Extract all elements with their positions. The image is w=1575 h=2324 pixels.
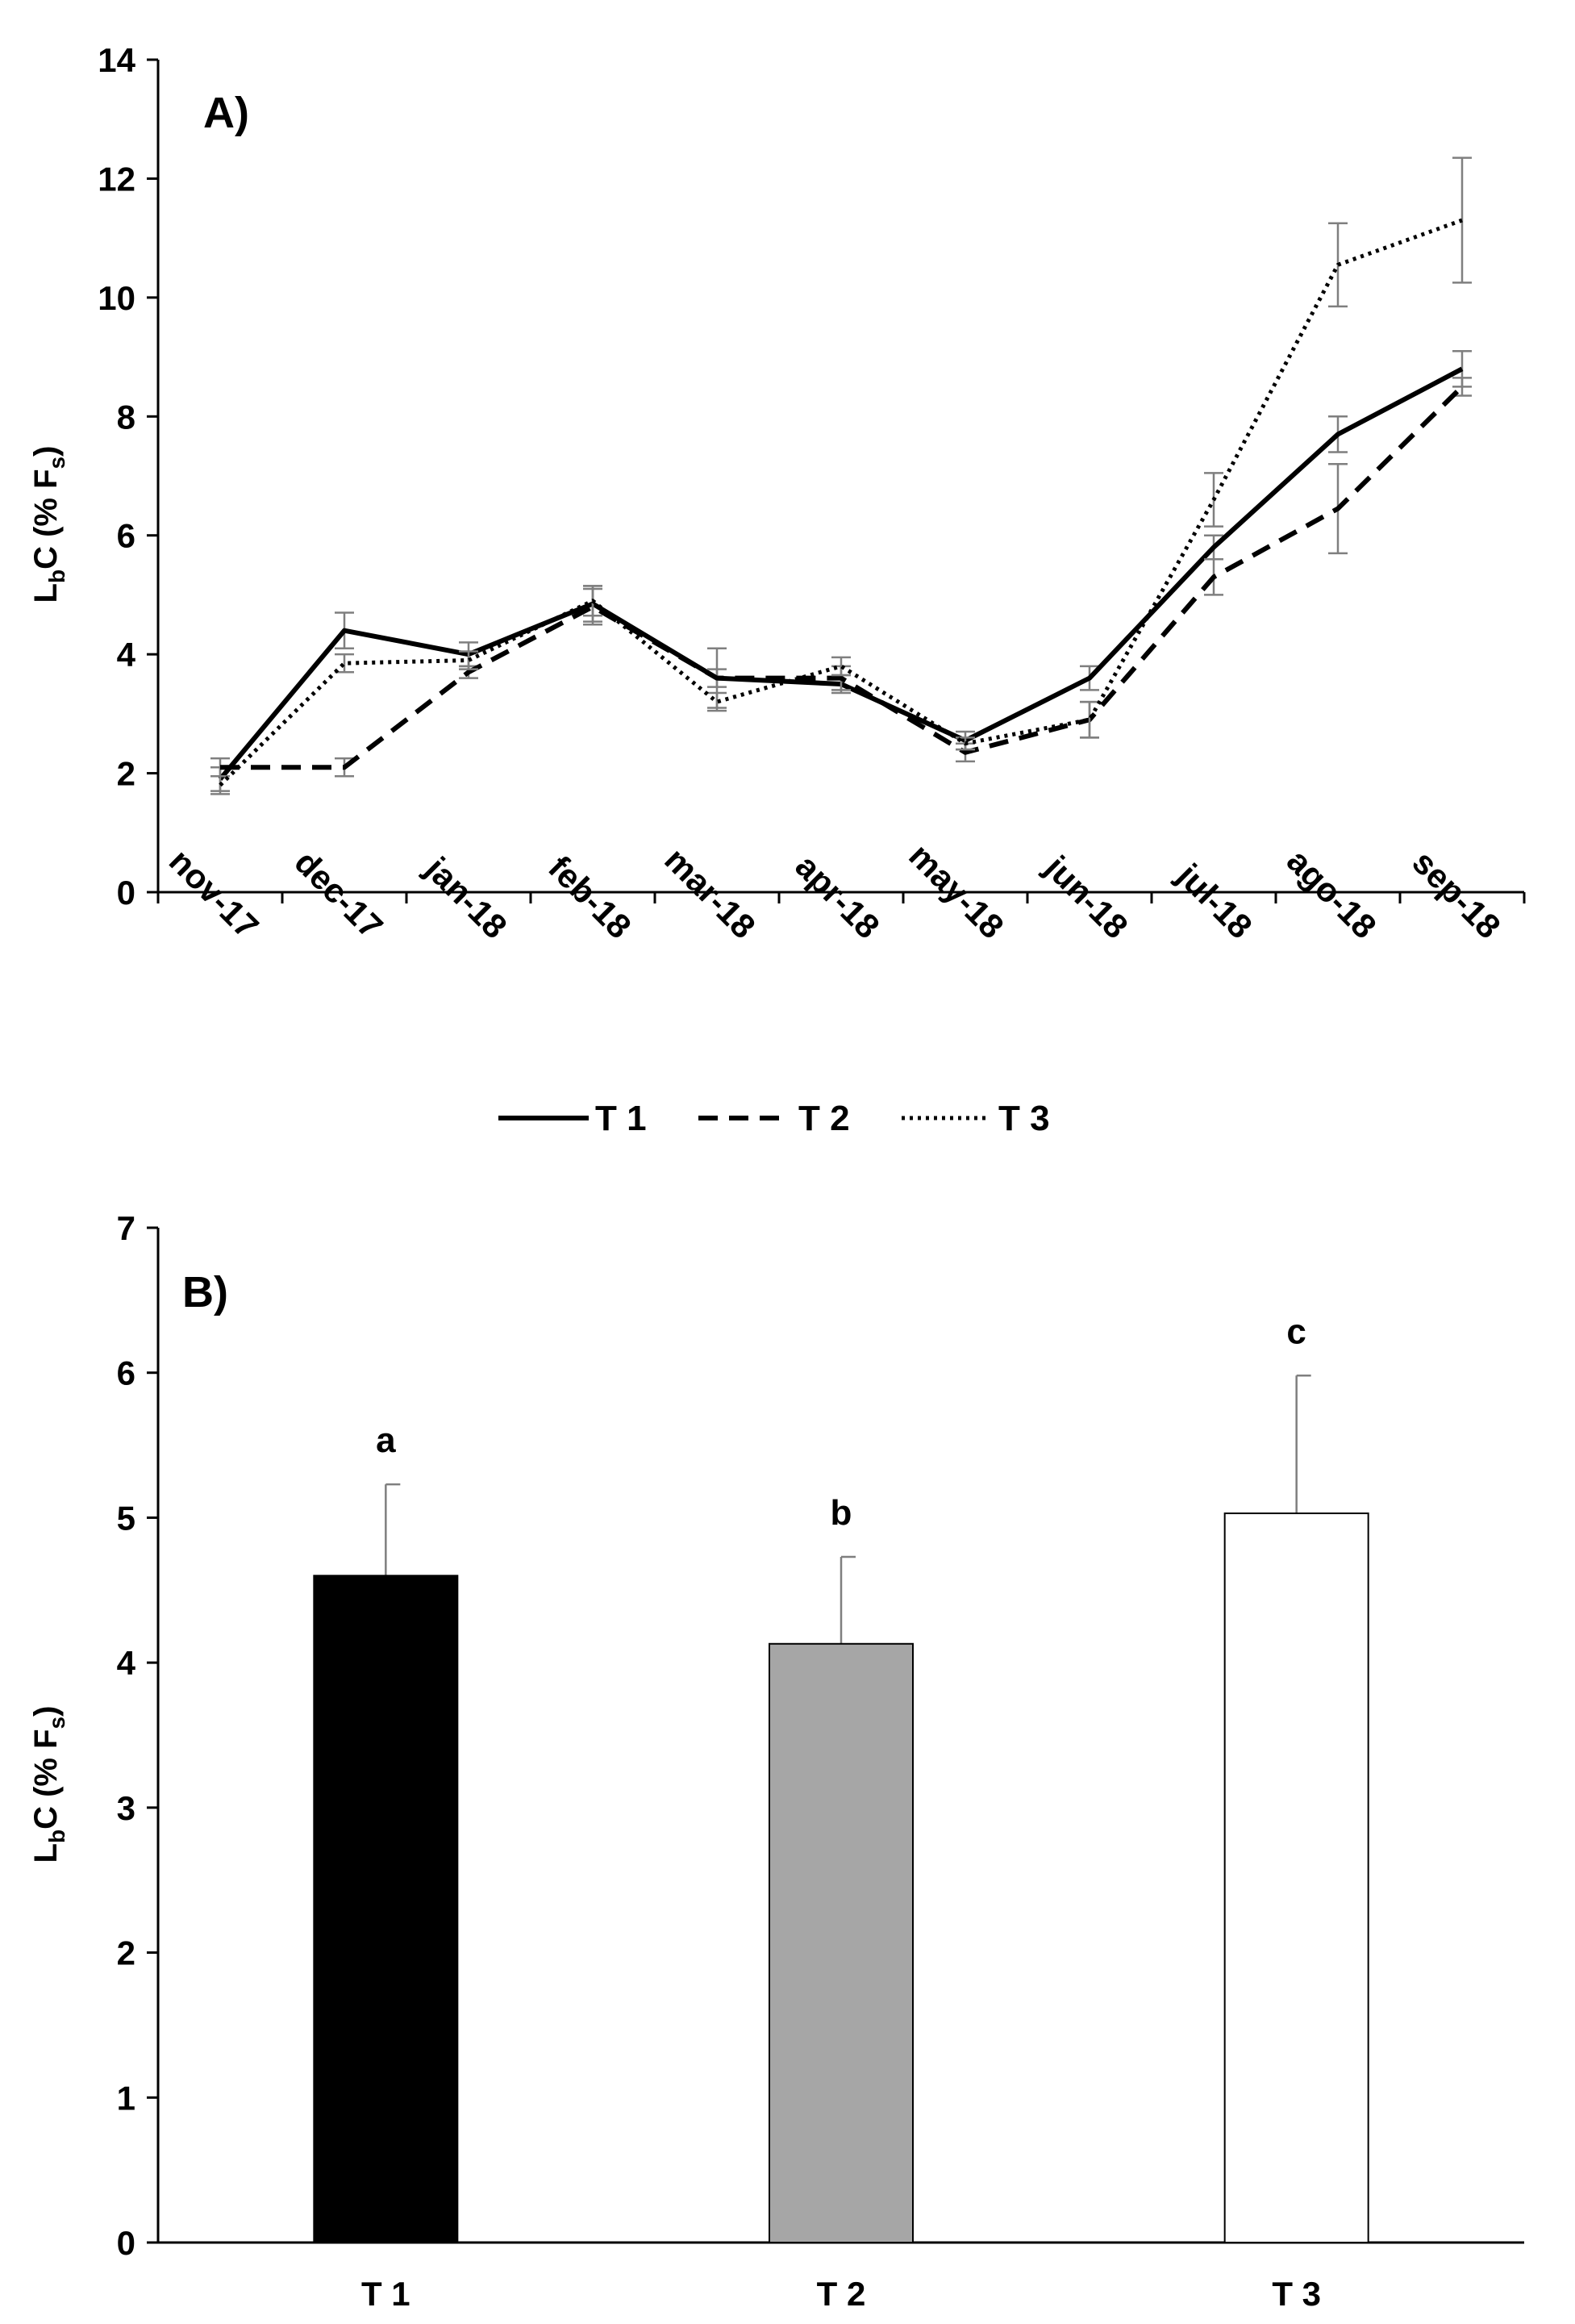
bar-t1 [313, 1575, 459, 2244]
panel-a-x-tick-label: sep-18 [1406, 843, 1508, 945]
panel-a-label: A) [203, 89, 249, 137]
series-t3 [210, 156, 1472, 795]
legend-label-t3: T 3 [998, 1099, 1050, 1138]
panel-a-x-tick-label: jan-18 [418, 849, 515, 946]
panel-a-y-tick-label: 4 [117, 636, 136, 674]
panel-a-y-tick-label: 2 [117, 755, 135, 793]
panel-b-x-ticks: T 1 T 2 T 3 [361, 2275, 1321, 2313]
panel-a-x-tick-label: feb-18 [541, 849, 639, 946]
panel-a-x-tick-label: ago-18 [1280, 841, 1384, 945]
panel-a-y-tick-label: 10 [98, 279, 135, 317]
panel-a-y-axis-label: LbC (% Fs) [28, 446, 69, 603]
bar-t2 [769, 1642, 914, 2243]
panel-b-y-axis-label: LbC (% Fs) [28, 1706, 69, 1863]
bar-t3 [1223, 1512, 1369, 2243]
panel-b-y-tick-label: 0 [117, 2224, 135, 2262]
panel-a-x-tick-label: apr-18 [788, 847, 886, 945]
panel-b-x-tick-label: T 1 [361, 2275, 410, 2313]
panel-b-x-tick-label: T 3 [1272, 2275, 1321, 2313]
panel-a-y-tick-label: 8 [117, 398, 135, 436]
legend-label-t1: T 1 [595, 1099, 647, 1138]
panel-a-x-tick-label: nov-17 [162, 841, 266, 945]
panel-a-x-tick-label: jun-18 [1037, 848, 1135, 945]
panel-a-y-ticks: 0 2 4 6 8 10 12 14 [98, 41, 158, 912]
series-line-t3 [219, 218, 1463, 787]
panel-a-axes [156, 60, 1524, 894]
significance-label: c [1286, 1312, 1306, 1351]
panel-b-y-tick-label: 1 [117, 2079, 135, 2117]
significance-label: a [376, 1421, 396, 1460]
panel-b-y-tick-label: 5 [117, 1499, 135, 1537]
bar-chart-panel-b: B) LbC (% Fs) 0 1 2 3 4 5 6 7 a b c T 1 T 2 T 3 [28, 1209, 1524, 2313]
line-chart-panel-a: A) LbC (% Fs) 0 2 4 6 8 10 12 14 nov-17 dec-17 ja… [28, 41, 1526, 1138]
legend-label-t2: T 2 [798, 1099, 850, 1138]
panel-b-y-tick-label: 7 [117, 1209, 135, 1247]
panel-a-y-tick-label: 14 [98, 41, 135, 79]
panel-b-label: B) [182, 1268, 228, 1316]
panel-a-series [210, 156, 1472, 795]
panel-a-y-tick-label: 12 [98, 160, 135, 198]
panel-a-legend: T 1 T 2 T 3 [498, 1099, 1050, 1138]
panel-a-x-tick-label: jul-18 [1169, 856, 1260, 946]
panel-b-y-tick-label: 6 [117, 1354, 135, 1392]
panel-a-x-tick-label: dec-17 [288, 843, 390, 945]
significance-label: b [831, 1493, 852, 1533]
panel-b-y-tick-label: 3 [117, 1789, 135, 1827]
panel-b-y-tick-label: 2 [117, 1934, 135, 1972]
panel-b-y-tick-label: 4 [117, 1644, 136, 1682]
panel-a-x-ticks: nov-17 dec-17 jan-18 feb-18 mar-18 apr-18 may-… [156, 837, 1526, 946]
panel-a-y-tick-label: 0 [117, 874, 135, 912]
panel-b-bars: a b c [313, 1312, 1369, 2244]
panel-b-x-tick-label: T 2 [817, 2275, 866, 2313]
series-t2 [210, 377, 1472, 778]
series-line-t1 [218, 366, 1464, 781]
series-line-t2 [220, 385, 1465, 770]
panel-a-y-tick-label: 6 [117, 517, 135, 555]
panel-b-y-ticks: 0 1 2 3 4 5 6 7 [117, 1209, 158, 2262]
